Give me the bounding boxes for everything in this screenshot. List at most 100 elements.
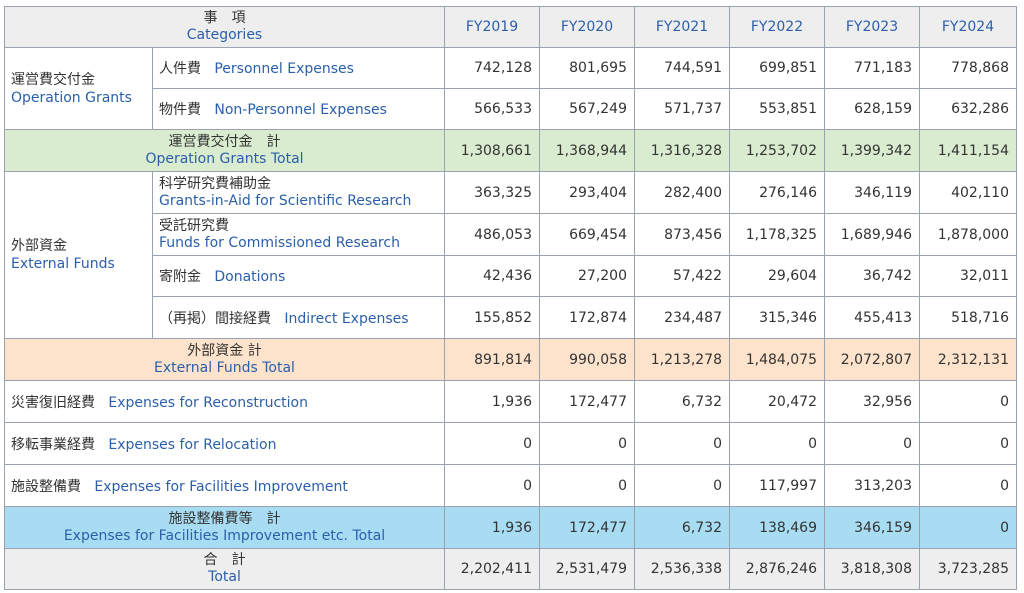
value-cell: 0 — [634, 464, 730, 507]
row-label: 寄附金 Donations — [152, 255, 445, 297]
value-cell: 282,400 — [634, 171, 730, 214]
value-cell: 32,956 — [824, 380, 920, 423]
value-cell: 628,159 — [824, 88, 920, 130]
value-cell: 553,851 — [729, 88, 825, 130]
categories-header: 事 項 Categories — [4, 6, 445, 48]
value-cell: 402,110 — [919, 171, 1017, 214]
value-cell: 234,487 — [634, 296, 730, 339]
value-cell: 172,477 — [539, 506, 635, 549]
value-cell: 2,312,131 — [919, 338, 1017, 381]
value-cell: 0 — [539, 464, 635, 507]
table-row: 寄附金 Donations 42,436 27,200 57,422 29,60… — [5, 255, 1017, 297]
categories-en: Categories — [186, 27, 263, 43]
group-label-external-funds: 外部資金 External Funds — [4, 171, 153, 339]
value-cell: 1,878,000 — [919, 213, 1017, 256]
value-cell: 32,011 — [919, 255, 1017, 297]
value-cell: 6,732 — [634, 506, 730, 549]
value-cell: 0 — [919, 506, 1017, 549]
value-cell: 0 — [444, 422, 540, 465]
value-cell: 669,454 — [539, 213, 635, 256]
row-label: 施設整備費 Expenses for Facilities Improvemen… — [4, 464, 445, 507]
subtotal-label: 施設整備費等 計 Expenses for Facilities Improve… — [4, 506, 445, 549]
table-row: 外部資金 External Funds 科学研究費補助金 Grants-in-A… — [4, 171, 1017, 339]
value-cell: 2,536,338 — [634, 548, 730, 590]
value-cell: 0 — [824, 422, 920, 465]
table-row: 運営費交付金 Operation Grants 人件費 Personnel Ex… — [4, 47, 1017, 130]
value-cell: 346,119 — [824, 171, 920, 214]
row-label-en: Expenses for Facilities Improvement — [94, 478, 348, 495]
value-cell: 632,286 — [919, 88, 1017, 130]
year-header: FY2023 — [824, 6, 920, 48]
row-label-en: Funds for Commissioned Research — [159, 234, 400, 251]
value-cell: 363,325 — [444, 171, 540, 214]
value-cell: 6,732 — [634, 380, 730, 423]
value-cell: 36,742 — [824, 255, 920, 297]
value-cell: 566,533 — [444, 88, 540, 130]
grand-total-label: 合 計 Total — [4, 548, 445, 590]
value-cell: 990,058 — [539, 338, 635, 381]
row-label: 科学研究費補助金 Grants-in-Aid for Scientific Re… — [152, 171, 445, 214]
value-cell: 2,202,411 — [444, 548, 540, 590]
row-label-jp: 受託研究費 — [159, 217, 229, 234]
categories-jp: 事 項 — [203, 10, 246, 26]
value-cell: 455,413 — [824, 296, 920, 339]
value-cell: 571,737 — [634, 88, 730, 130]
value-cell: 155,852 — [444, 296, 540, 339]
funding-table: 事 項 Categories FY2019 FY2020 FY2021 FY20… — [4, 6, 1017, 590]
value-cell: 138,469 — [729, 506, 825, 549]
value-cell: 1,484,075 — [729, 338, 825, 381]
header-row: 事 項 Categories FY2019 FY2020 FY2021 FY20… — [4, 6, 1017, 48]
table-row: 移転事業経費 Expenses for Relocation 0 0 0 0 0… — [4, 422, 1017, 465]
year-header: FY2024 — [919, 6, 1017, 48]
grand-total-en: Total — [208, 569, 241, 585]
subtotal-jp: 運営費交付金 計 — [168, 133, 281, 150]
value-cell: 313,203 — [824, 464, 920, 507]
value-cell: 1,368,944 — [539, 129, 635, 172]
value-cell: 891,814 — [444, 338, 540, 381]
value-cell: 2,072,807 — [824, 338, 920, 381]
value-cell: 801,695 — [539, 47, 635, 89]
row-label-jp: 施設整備費 — [11, 478, 81, 495]
row-label: 災害復旧経費 Expenses for Reconstruction — [4, 380, 445, 423]
row-label-en: Non-Personnel Expenses — [214, 102, 387, 118]
value-cell: 20,472 — [729, 380, 825, 423]
subtotal-en: External Funds Total — [154, 359, 295, 376]
value-cell: 1,399,342 — [824, 129, 920, 172]
value-cell: 0 — [539, 422, 635, 465]
value-cell: 771,183 — [824, 47, 920, 89]
value-cell: 1,411,154 — [919, 129, 1017, 172]
group-jp: 運営費交付金 — [11, 71, 95, 88]
value-cell: 27,200 — [539, 255, 635, 297]
value-cell: 1,936 — [444, 380, 540, 423]
value-cell: 567,249 — [539, 88, 635, 130]
year-header: FY2022 — [729, 6, 825, 48]
subtotal-en: Expenses for Facilities Improvement etc.… — [63, 527, 386, 544]
value-cell: 1,936 — [444, 506, 540, 549]
value-cell: 293,404 — [539, 171, 635, 214]
value-cell: 172,477 — [539, 380, 635, 423]
value-cell: 744,591 — [634, 47, 730, 89]
row-label-jp: 物件費 — [159, 102, 201, 118]
value-cell: 0 — [919, 422, 1017, 465]
subtotal-row-facilities: 施設整備費等 計 Expenses for Facilities Improve… — [4, 506, 1017, 549]
group-jp: 外部資金 — [11, 238, 67, 254]
value-cell: 315,346 — [729, 296, 825, 339]
grand-total-jp: 合 計 — [203, 552, 246, 568]
row-label-jp: 科学研究費補助金 — [159, 175, 271, 192]
value-cell: 2,876,246 — [729, 548, 825, 590]
value-cell: 0 — [919, 380, 1017, 423]
value-cell: 0 — [444, 464, 540, 507]
subtotal-label: 運営費交付金 計 Operation Grants Total — [4, 129, 445, 172]
subtotal-row-external-funds: 外部資金 計 External Funds Total 891,814 990,… — [4, 338, 1017, 381]
grand-total-row: 合 計 Total 2,202,411 2,531,479 2,536,338 … — [4, 548, 1017, 590]
value-cell: 699,851 — [729, 47, 825, 89]
row-label-en: Expenses for Reconstruction — [108, 394, 308, 411]
row-label-jp: （再掲）間接経費 — [159, 310, 271, 327]
value-cell: 117,997 — [729, 464, 825, 507]
value-cell: 1,316,328 — [634, 129, 730, 172]
row-label-jp: 災害復旧経費 — [11, 394, 95, 411]
year-header: FY2019 — [444, 6, 540, 48]
row-label-jp: 人件費 — [159, 61, 201, 77]
row-label-jp: 寄附金 — [159, 269, 201, 285]
row-label-en: Grants-in-Aid for Scientific Research — [159, 192, 412, 209]
